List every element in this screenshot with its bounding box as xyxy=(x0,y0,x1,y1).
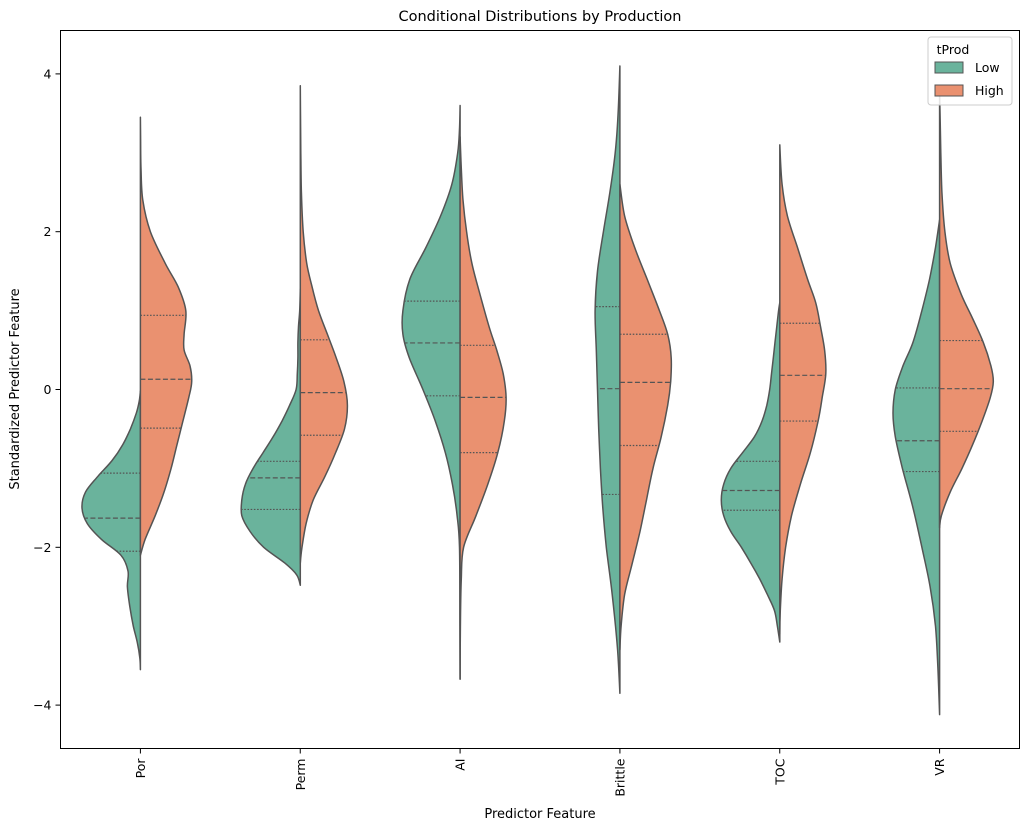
plot-violins xyxy=(81,65,995,716)
x-axis: Por Perm AI Brittle TOC VR xyxy=(133,748,947,797)
legend-label-low: Low xyxy=(975,60,1000,75)
violin-por-high xyxy=(139,116,193,556)
violin-por-low xyxy=(81,390,142,671)
plot-quartiles xyxy=(85,300,992,552)
y-tick-label: 2 xyxy=(44,224,52,239)
violin-vr-high xyxy=(938,92,995,529)
legend: tProd Low High xyxy=(927,36,1013,106)
violin-brittle-high xyxy=(619,183,673,651)
violin-ai-low xyxy=(401,104,461,680)
y-tick-label: 0 xyxy=(44,382,52,397)
x-tick-label-brittle: Brittle xyxy=(612,758,627,796)
x-tick-label-perm: Perm xyxy=(293,759,308,791)
x-tick-label-por: Por xyxy=(133,758,148,779)
y-tick-label: −2 xyxy=(33,540,51,555)
violin-toc-low xyxy=(720,301,781,643)
y-axis: −4 −2 0 2 4 xyxy=(33,66,61,713)
legend-swatch-low xyxy=(934,61,964,74)
legend-label-high: High xyxy=(975,83,1004,98)
plot-frame xyxy=(60,30,1020,749)
legend-title: tProd xyxy=(937,42,970,57)
x-tick-label-ai: AI xyxy=(453,759,468,771)
legend-swatch-high xyxy=(934,84,964,97)
y-tick-label: 4 xyxy=(44,66,52,81)
violin-brittle-low xyxy=(594,65,621,695)
violin-vr-low xyxy=(892,219,941,716)
chart-title: Conditional Distributions by Production xyxy=(398,9,681,25)
y-tick-label: −4 xyxy=(33,698,51,713)
x-tick-label-vr: VR xyxy=(932,758,947,776)
x-axis-label: Predictor Feature xyxy=(484,807,595,822)
y-axis-label: Standardized Predictor Feature xyxy=(8,288,23,489)
violin-perm-low xyxy=(240,288,302,586)
violin-toc-high xyxy=(779,144,827,635)
violin-ai-high xyxy=(459,136,507,680)
x-tick-label-toc: TOC xyxy=(772,758,787,785)
violin-perm-high xyxy=(299,84,349,564)
